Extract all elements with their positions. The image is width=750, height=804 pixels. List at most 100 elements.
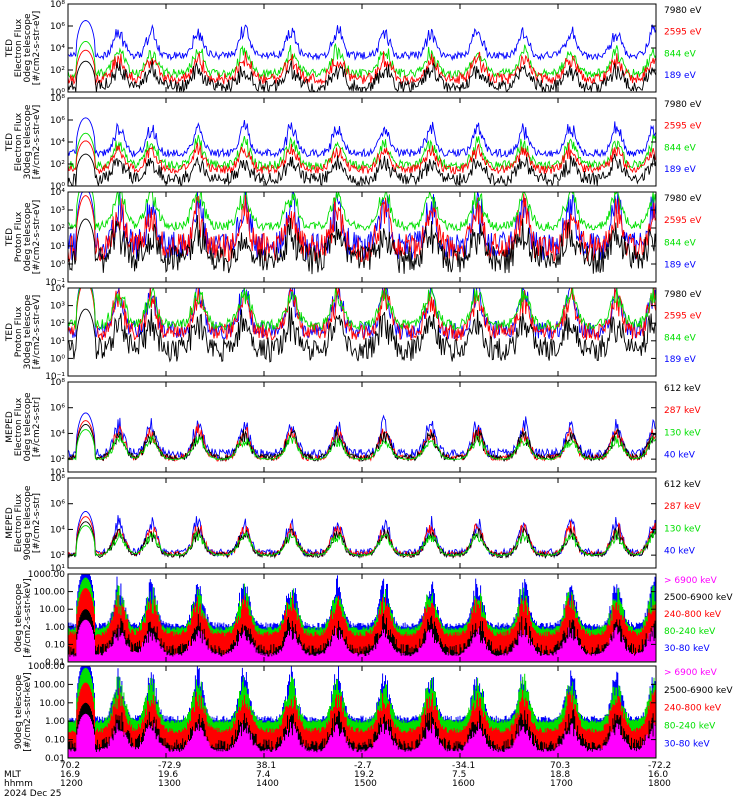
footer-lat-value: 38.1 xyxy=(256,761,276,771)
series-3-line xyxy=(68,288,656,331)
y-tick-label: 1000.00 xyxy=(28,662,65,672)
legend-entry: 2500-6900 keV xyxy=(664,593,733,603)
y-axis-label: [#/cm2-s-str-eV] xyxy=(32,295,42,370)
y-tick-label: 10⁶ xyxy=(50,404,65,414)
y-tick-label: 10² xyxy=(50,66,65,76)
footer-lat-value: -72.9 xyxy=(158,761,182,771)
series-3-line xyxy=(68,140,656,175)
legend-entry: 2595 eV xyxy=(664,216,702,226)
series-2-line xyxy=(68,40,656,79)
y-axis-label: [#/cm2-s-str] xyxy=(32,493,42,553)
legend-entry: 189 eV xyxy=(664,355,697,365)
legend-entry: > 6900 keV xyxy=(664,668,718,678)
legend-entry: 287 keV xyxy=(664,406,701,416)
footer-hhmm-value: 1600 xyxy=(452,779,475,789)
series-2-line xyxy=(68,193,656,263)
footer-hhmm-value: 1800 xyxy=(648,779,671,789)
legend-entry: 7980 eV xyxy=(664,6,702,16)
footer-hhmm-value: 1200 xyxy=(60,779,83,789)
y-tick-label: 10.00 xyxy=(39,699,65,709)
y-tick-label: 10² xyxy=(50,455,65,465)
footer-lat-value: -34.1 xyxy=(452,761,475,771)
y-axis-label: 0deg telescope xyxy=(23,13,33,83)
panel-1: 10⁰ 10² 10⁴ 10⁶ 10⁸ TED Electron Flux 0deg tele… xyxy=(5,0,702,98)
panel-3: 10⁻¹ 10⁰ 10¹ 10² 10³ 10⁴ TED Proton Flux 0deg te… xyxy=(5,188,702,288)
y-tick-label: 10.00 xyxy=(39,605,65,615)
y-axis-label: 90deg telescope xyxy=(14,674,24,749)
y-tick-label: 10⁴ xyxy=(50,138,65,148)
panel-data xyxy=(68,288,656,363)
y-tick-label: 100.00 xyxy=(34,588,66,598)
legend-entry: 844 eV xyxy=(664,143,697,153)
legend-entry: 189 eV xyxy=(664,261,697,271)
y-tick-label: 10³ xyxy=(50,206,65,216)
y-tick-label: 10¹ xyxy=(50,468,65,478)
legend-entry: > 6900 keV xyxy=(664,576,718,586)
footer-lat-value: 70.2 xyxy=(60,761,80,771)
y-tick-label: 10⁰ xyxy=(50,354,65,364)
legend-entry: 287 keV xyxy=(664,502,701,512)
y-tick-label: 10⁰ xyxy=(50,182,65,192)
panel-6: 10¹ 10² 10⁴ 10⁶ 10⁸ MEPED Electron Flux 90deg t… xyxy=(5,474,701,574)
y-axis-label: Electron Flux xyxy=(14,397,24,456)
y-tick-label: 10⁴ xyxy=(50,44,65,54)
footer-row-label: hhmm xyxy=(4,779,33,789)
y-axis-label: 30deg telescope xyxy=(23,294,33,369)
y-tick-label: 10¹ xyxy=(50,564,65,574)
y-axis-label: [#/cm2-s-str-keV] xyxy=(23,672,33,751)
panel-data xyxy=(68,574,656,662)
legend-entry: 30-80 keV xyxy=(664,644,710,654)
y-tick-label: 0.10 xyxy=(45,640,65,650)
legend-entry: 80-240 keV xyxy=(664,721,716,731)
y-axis-label: Proton Flux xyxy=(14,306,24,357)
date-label: 2024 Dec 25 xyxy=(4,789,62,799)
y-tick-label: 10⁸ xyxy=(50,0,65,10)
y-tick-label: 10⁸ xyxy=(50,378,65,388)
legend-entry: 80-240 keV xyxy=(664,627,716,637)
footer-lat-value: 70.3 xyxy=(550,761,570,771)
y-tick-label: 10⁻¹ xyxy=(45,278,65,288)
y-tick-label: 10⁸ xyxy=(50,94,65,104)
series-2-line xyxy=(68,288,656,341)
panel-5: 10¹ 10² 10⁴ 10⁶ 10⁸ MEPED Electron Flux 0deg te… xyxy=(5,378,701,478)
footer-mlt-value: 16.9 xyxy=(60,770,80,780)
panel-data xyxy=(68,117,656,186)
legend-entry: 240-800 keV xyxy=(664,610,722,620)
y-axis-label: Electron Flux xyxy=(14,18,24,77)
legend-entry: 612 keV xyxy=(664,384,701,394)
y-axis-label: TED xyxy=(5,133,15,152)
legend-entry: 240-800 keV xyxy=(664,704,722,714)
legend-entry: 2595 eV xyxy=(664,28,702,38)
footer-hhmm-value: 1700 xyxy=(550,779,573,789)
legend-entry: 844 eV xyxy=(664,238,697,248)
legend-entry: 40 keV xyxy=(664,451,696,461)
y-axis-label: 0deg telescope xyxy=(23,202,33,272)
y-axis-label: Proton Flux xyxy=(14,211,24,262)
legend-entry: 2500-6900 keV xyxy=(664,686,733,696)
series-2-line xyxy=(68,132,656,171)
legend-entry: 2595 eV xyxy=(664,312,702,322)
legend-entry: 30-80 keV xyxy=(664,739,710,749)
series-1-line xyxy=(68,412,656,461)
footer-mlt-value: 19.6 xyxy=(158,770,178,780)
y-tick-label: 0.01 xyxy=(45,754,65,764)
legend-entry: 7980 eV xyxy=(664,290,702,300)
y-tick-label: 10⁸ xyxy=(50,474,65,484)
footer-hhmm-value: 1500 xyxy=(354,779,377,789)
legend-entry: 844 eV xyxy=(664,333,697,343)
y-tick-label: 1000.00 xyxy=(28,570,65,580)
panel-2: 10⁰ 10² 10⁴ 10⁶ 10⁸ TED Electron Flux 30deg tel… xyxy=(5,94,702,192)
y-tick-label: 1.00 xyxy=(45,717,65,727)
y-tick-label: 10⁶ xyxy=(50,116,65,126)
series-2-line xyxy=(68,420,656,463)
y-tick-label: 100.00 xyxy=(34,680,66,690)
footer-mlt-value: 7.5 xyxy=(452,770,466,780)
series-4-line xyxy=(68,429,656,461)
legend-entry: 40 keV xyxy=(664,547,696,557)
y-axis-label: [#/cm2-s-str-eV] xyxy=(32,200,42,275)
y-axis-label: MEPED xyxy=(5,411,15,443)
panel-7: 0.01 0.10 1.00 10.00 100.00 1000.00 0deg teles… xyxy=(14,570,733,668)
y-axis-label: 0deg telescope xyxy=(14,583,24,653)
footer-hhmm-value: 1400 xyxy=(256,779,279,789)
